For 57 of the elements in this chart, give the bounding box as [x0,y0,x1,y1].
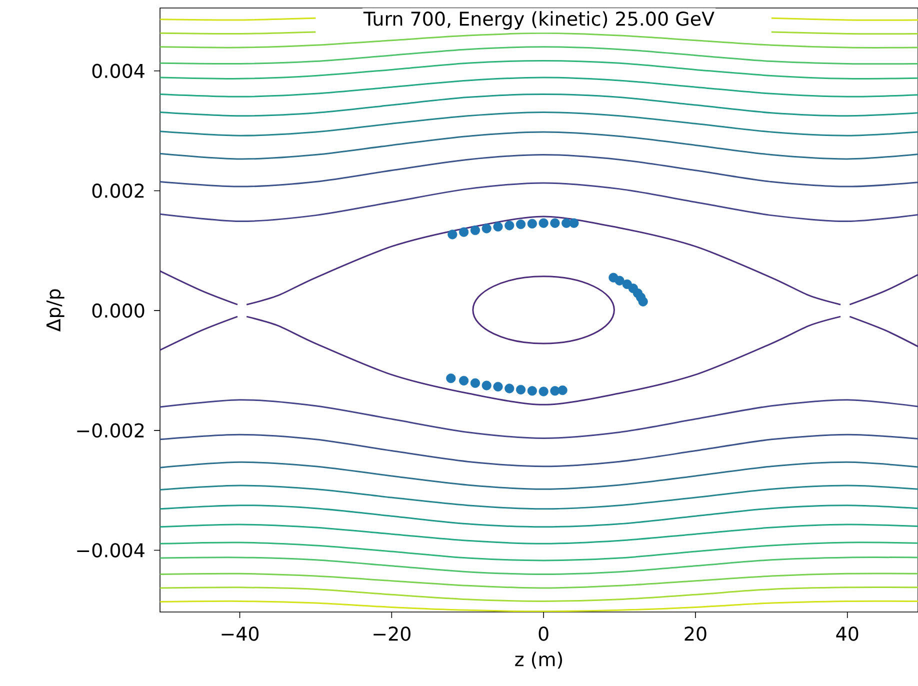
x-tick-label: 0 [538,626,548,641]
line-series [160,484,918,510]
point [459,227,469,237]
point [638,296,648,306]
point [569,218,579,228]
line-series [160,600,918,612]
x-tick-label: −20 [374,626,410,641]
point [550,386,560,396]
line-series [160,94,918,117]
line-series [160,131,918,160]
point [550,218,560,228]
y-tick-label: 0.002 [92,184,144,198]
point [482,380,492,390]
point [493,222,503,232]
y-tick-label: −0.002 [77,423,144,438]
line-series [160,46,918,65]
line-series [160,461,918,490]
point [448,230,458,240]
point [493,382,503,392]
point [459,376,469,386]
point [558,385,568,396]
line-series [160,60,918,80]
point [504,220,514,230]
line-series [160,586,918,602]
line-series [160,524,918,544]
line-series [160,434,918,468]
y-tick-label: −0.004 [77,543,144,558]
line-series [160,111,918,136]
point [446,373,456,384]
line-series [160,154,918,188]
line-series [160,542,918,562]
point [538,386,548,396]
x-tick-label: 40 [836,626,858,641]
line-series [160,182,918,222]
x-tick-label: 20 [684,626,706,641]
line-series [160,504,918,528]
point [614,276,624,286]
y-tick-label: 0.004 [92,64,144,78]
x-axis-title: z (m) [515,652,562,669]
point [516,219,526,230]
line-series [160,76,918,98]
point [482,224,492,234]
point [470,225,480,236]
line-series [160,399,918,439]
point [470,378,480,388]
point [527,386,537,396]
x-tick-label: −40 [222,626,259,641]
y-tick-label: 0.000 [92,303,144,318]
point [527,218,537,228]
chart-title: Turn 700, Energy (kinetic) 25.00 GeV [363,11,714,30]
point [516,384,526,394]
y-axis-title: Δp/p [46,289,64,332]
point [504,384,514,394]
line-series [160,572,918,589]
point [538,218,548,228]
line-series [160,32,918,48]
line-series [160,556,918,575]
